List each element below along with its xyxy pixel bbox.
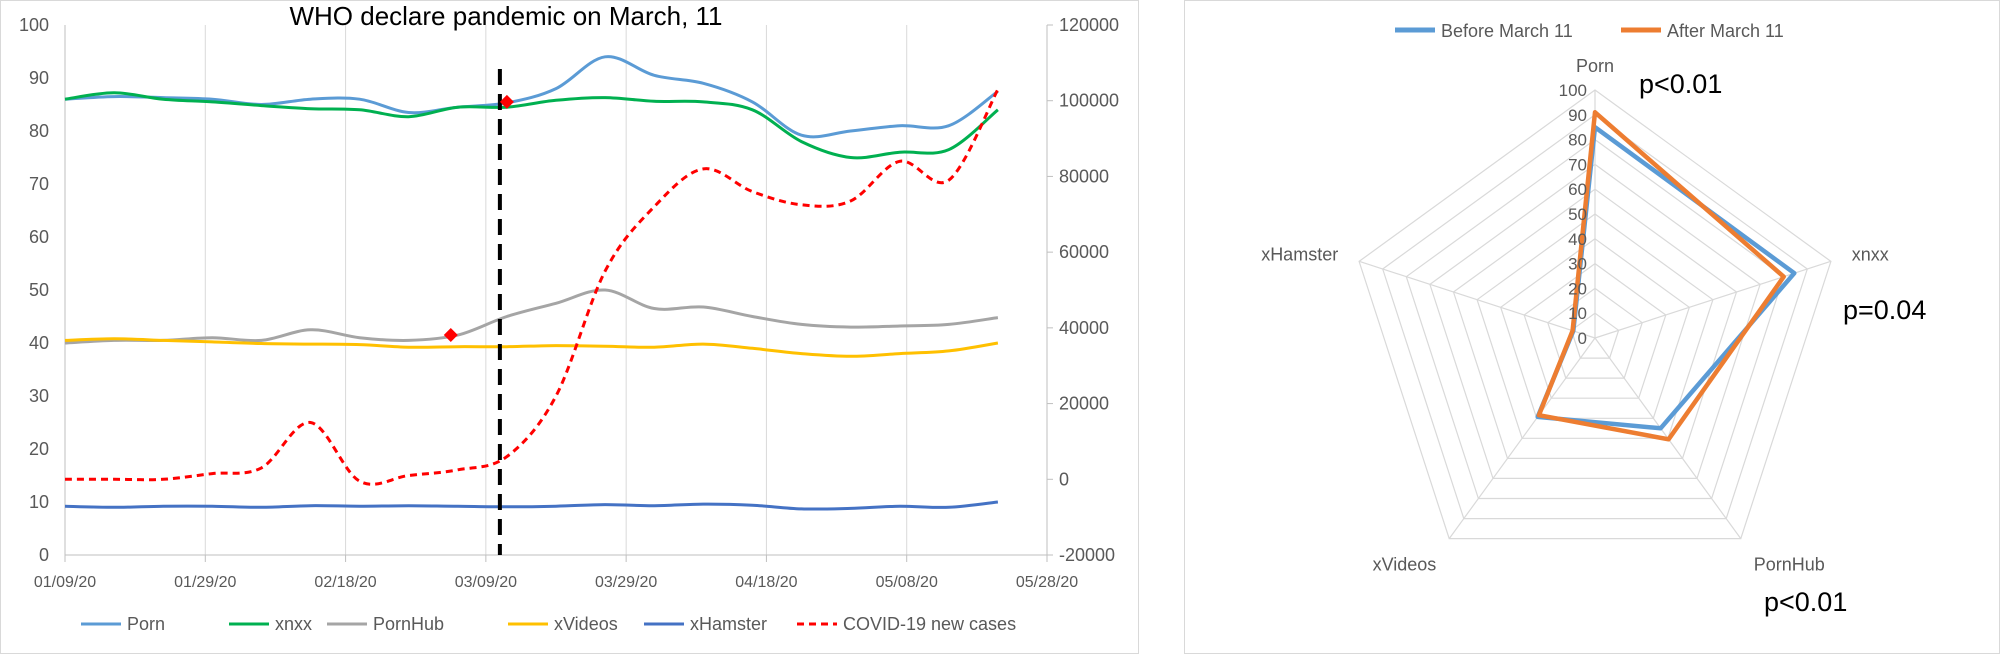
legend-label: Porn xyxy=(127,614,165,634)
axes xyxy=(64,24,1053,562)
radar-ring xyxy=(1381,114,1809,520)
x-tick-label: 03/09/20 xyxy=(455,574,517,591)
radar-legend: Before March 11 After March 11 xyxy=(1395,21,1784,41)
radar-tick-label: 10 xyxy=(1568,304,1587,323)
radar-tick-label: 20 xyxy=(1568,279,1587,298)
y2-tick-label: 20000 xyxy=(1059,394,1109,414)
radar-tick-label: 40 xyxy=(1568,230,1587,249)
legend-label: xVideos xyxy=(554,614,618,634)
series-line-xvideos xyxy=(64,337,999,358)
y-tick-label: 70 xyxy=(29,174,49,194)
y2-tick-label: 40000 xyxy=(1059,318,1109,338)
y-tick-label: 10 xyxy=(29,492,49,512)
y-tick-label: 60 xyxy=(29,227,49,247)
x-tick-label: 05/28/20 xyxy=(1016,574,1078,591)
radar-series xyxy=(1535,110,1797,442)
series-line-covid-19-new-cases xyxy=(65,88,1000,486)
radar-ring xyxy=(1452,188,1738,459)
radar-axis-label: PornHub xyxy=(1754,554,1825,574)
y-tick-label: 0 xyxy=(39,545,49,565)
radar-axis-label: xHamster xyxy=(1261,245,1338,265)
legend-label: After March 11 xyxy=(1667,21,1784,41)
legend-label: Before March 11 xyxy=(1441,21,1573,41)
y-tick-label: 50 xyxy=(29,280,49,300)
radar-spoke xyxy=(1358,260,1596,339)
series-line-xnxx xyxy=(64,91,999,160)
radar-tick-label: 50 xyxy=(1568,205,1587,224)
event-markers xyxy=(443,69,514,555)
gridlines xyxy=(204,25,908,555)
y2-tick-label: 60000 xyxy=(1059,242,1109,262)
series-line-pornhub xyxy=(64,288,999,345)
series-line-porn xyxy=(64,55,999,139)
radar-ring xyxy=(1358,89,1832,540)
y2-tick-label: -20000 xyxy=(1059,545,1115,565)
y-tick-label: 30 xyxy=(29,386,49,406)
radar-tick-label: 0 xyxy=(1578,329,1587,348)
p-value-annotation: p=0.04 xyxy=(1843,295,1926,325)
p-value-annotation: p<0.01 xyxy=(1764,587,1847,617)
radar-tick-label: 60 xyxy=(1568,180,1587,199)
radar-chart: 0 10 20 30 40 50 60 70 80 90 100 Porn xnxx PornHub xV… xyxy=(1261,21,1926,617)
radar-ring xyxy=(1499,238,1691,419)
p-value-annotations: p<0.01 p=0.04 p<0.01 xyxy=(1639,69,1926,617)
line-chart: 01/09/20 01/29/20 02/18/20 03/09/20 03/29/20… xyxy=(19,1,1119,634)
x-tick-label: 05/08/20 xyxy=(876,574,938,591)
diamond-marker xyxy=(499,94,514,109)
radar-tick-label: 80 xyxy=(1568,131,1587,150)
y2-tick-label: 100000 xyxy=(1059,91,1119,111)
radar-ring xyxy=(1476,213,1714,439)
radar-tick-label: 90 xyxy=(1568,106,1587,125)
radar-axis-label: xVideos xyxy=(1373,554,1437,574)
line-chart-panel: 01/09/20 01/29/20 02/18/20 03/09/20 03/29/20… xyxy=(0,0,1139,654)
radar-tick-labels: 0 10 20 30 40 50 60 70 80 90 100 xyxy=(1559,81,1587,348)
radar-tick-label: 70 xyxy=(1568,155,1587,174)
series-line-xhamster xyxy=(64,500,999,511)
radar-series-after-march-11 xyxy=(1536,110,1786,442)
y-tick-label: 100 xyxy=(19,15,49,35)
legend-label: xHamster xyxy=(690,614,767,634)
y2-tick-label: 0 xyxy=(1059,469,1069,489)
legend-label: PornHub xyxy=(373,614,444,634)
radar-tick-label: 30 xyxy=(1568,255,1587,274)
radar-axis-labels: Porn xnxx PornHub xVideos xHamster xyxy=(1261,56,1889,574)
y-tick-label: 20 xyxy=(29,439,49,459)
radar-axis-label: xnxx xyxy=(1852,245,1889,265)
radar-ring xyxy=(1429,163,1761,479)
y-tick-label: 40 xyxy=(29,333,49,353)
y-tick-label: 80 xyxy=(29,121,49,141)
x-tick-label: 04/18/20 xyxy=(735,574,797,591)
radar-ring xyxy=(1405,138,1785,500)
x-tick-label: 02/18/20 xyxy=(314,574,376,591)
legend: Porn xnxx PornHub xVideos xHamster COVID-19 n… xyxy=(81,614,1016,634)
y2-tick-label: 80000 xyxy=(1059,166,1109,186)
radar-ring xyxy=(1523,262,1667,399)
p-value-annotation: p<0.01 xyxy=(1639,69,1722,99)
tick-labels: 01/09/20 01/29/20 02/18/20 03/09/20 03/29/20… xyxy=(19,15,1119,591)
chart-title: WHO declare pandemic on March, 11 xyxy=(289,1,722,31)
series-lines xyxy=(64,55,1000,511)
diamond-marker xyxy=(443,328,458,343)
radar-tick-label: 100 xyxy=(1559,81,1587,100)
x-tick-label: 03/29/20 xyxy=(595,574,657,591)
radar-chart-panel: 0 10 20 30 40 50 60 70 80 90 100 Porn xnxx PornHub xV… xyxy=(1184,0,2000,654)
y-tick-label: 90 xyxy=(29,68,49,88)
y2-tick-label: 120000 xyxy=(1059,15,1119,35)
legend-label: COVID-19 new cases xyxy=(843,614,1016,634)
radar-spoke xyxy=(1448,337,1596,539)
x-tick-label: 01/29/20 xyxy=(174,574,236,591)
radar-axis-label: Porn xyxy=(1576,56,1614,76)
legend-label: xnxx xyxy=(275,614,312,634)
radar-ring xyxy=(1547,287,1643,379)
x-tick-label: 01/09/20 xyxy=(34,574,96,591)
